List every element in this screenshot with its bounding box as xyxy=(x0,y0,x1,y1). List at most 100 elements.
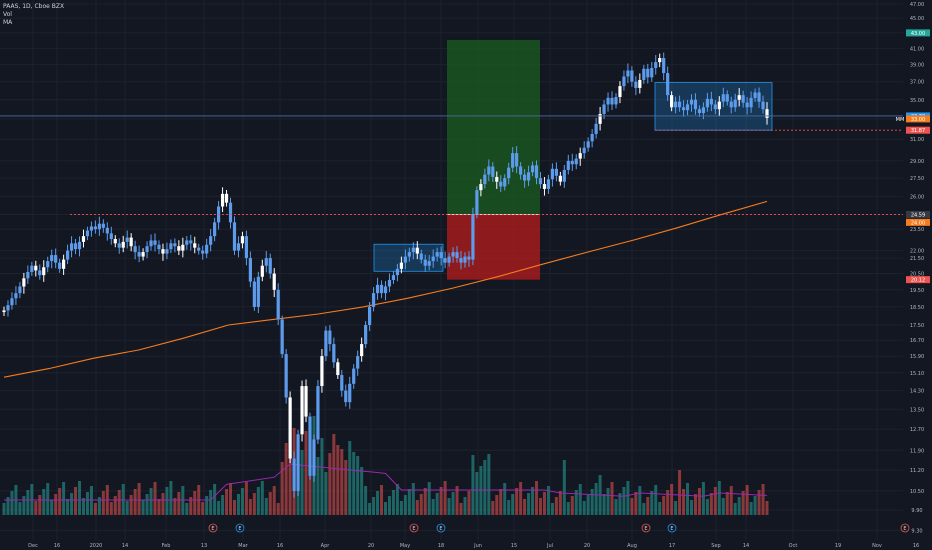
price-tick-label: 35.00 xyxy=(910,98,924,104)
volume-bar xyxy=(535,481,539,515)
volume-bar xyxy=(169,481,173,515)
candle-body xyxy=(348,383,352,403)
volume-bar xyxy=(189,497,193,515)
candle-body xyxy=(757,92,761,102)
time-label: 14 xyxy=(122,543,128,549)
candle-body xyxy=(73,243,78,250)
candle-body xyxy=(62,259,66,269)
volume-bar xyxy=(566,502,570,515)
time-axis[interactable]: Dec 16 2020 14 Feb 13 Mar 16 Apr 20 May 18 Jun 15 Jul 2… xyxy=(28,543,919,549)
candle-body xyxy=(364,324,368,345)
candle-body xyxy=(252,281,256,307)
time-label: 14 xyxy=(743,543,749,549)
candle-body xyxy=(173,243,177,247)
volume-bar xyxy=(133,489,137,515)
time-label: 16 xyxy=(277,543,283,549)
volume-bar xyxy=(308,465,312,515)
volume-bar xyxy=(268,492,272,515)
candle-body xyxy=(149,240,153,247)
candle-body xyxy=(447,256,451,263)
volume-bar xyxy=(642,503,646,515)
candle-body xyxy=(582,147,586,154)
candle-body xyxy=(562,169,566,182)
volume-bar xyxy=(185,503,189,515)
candle-body xyxy=(666,73,670,96)
price-tick-label: 45.00 xyxy=(910,16,924,22)
volume-bar xyxy=(459,503,463,515)
volume-bars xyxy=(2,416,769,515)
volume-legend[interactable]: Vol xyxy=(3,11,12,18)
candle-body xyxy=(89,226,94,231)
earnings-marker: E xyxy=(436,523,446,533)
candle-body xyxy=(228,202,233,223)
price-tick-label: 16.70 xyxy=(910,338,924,344)
event-label: E xyxy=(644,526,647,532)
price-axis[interactable]: 47.00 45.00 43.00 41.00 39.00 37.00 35.00 33.00… xyxy=(896,2,930,534)
volume-bar xyxy=(403,495,407,515)
candle-body xyxy=(451,252,455,257)
grid-lines xyxy=(0,0,903,540)
candle-body xyxy=(479,184,483,191)
volume-bar xyxy=(205,496,209,515)
volume-bar xyxy=(201,502,205,515)
candle-body xyxy=(85,230,90,237)
candle-body xyxy=(145,246,149,253)
candle-body xyxy=(443,258,447,263)
candle-body xyxy=(725,94,729,102)
candle-body xyxy=(670,95,674,108)
candle-body xyxy=(654,62,658,68)
volume-bar xyxy=(344,460,348,515)
volume-bar xyxy=(546,486,550,515)
earnings-marker: E xyxy=(667,523,677,533)
symbol-line[interactable]: PAAS, 1D, Cboe BZX xyxy=(3,3,65,10)
candle-body xyxy=(550,168,555,180)
candle-body xyxy=(77,241,82,250)
volume-bar xyxy=(411,483,415,515)
volume-bar xyxy=(109,502,113,515)
candle-body xyxy=(642,68,646,80)
volume-bar xyxy=(209,490,213,515)
candle-body xyxy=(65,250,70,260)
candle-body xyxy=(530,165,535,173)
candle-body xyxy=(427,261,431,266)
candle-body xyxy=(93,226,98,230)
volume-bar xyxy=(149,488,153,515)
candle-body xyxy=(209,236,213,245)
price-tick-label: 47.00 xyxy=(910,2,924,8)
volume-bar xyxy=(145,494,149,515)
volume-bar xyxy=(554,497,558,515)
candle-body xyxy=(244,236,249,259)
candle-body xyxy=(169,243,173,250)
candle-body xyxy=(54,255,58,263)
candle-body xyxy=(749,97,753,108)
volume-bar xyxy=(264,498,268,515)
volume-bar xyxy=(173,498,177,515)
price-tick-label: 17.50 xyxy=(910,323,924,329)
volume-bar xyxy=(475,472,479,515)
candle-body xyxy=(129,237,133,247)
volume-bar xyxy=(570,496,574,515)
volume-bar xyxy=(523,499,527,515)
volume-bar xyxy=(284,443,288,515)
candle-body xyxy=(336,362,340,376)
time-label: 19 xyxy=(835,543,841,549)
volume-bar xyxy=(248,499,252,515)
candle-body xyxy=(701,107,706,114)
candle-body xyxy=(618,86,622,98)
candle-body xyxy=(634,81,638,88)
price-tick-label: 9.90 xyxy=(911,508,922,514)
price-tick-label: 19.50 xyxy=(910,288,924,294)
ma-legend[interactable]: MA xyxy=(3,19,13,26)
volume-bar xyxy=(455,486,459,515)
candle-body xyxy=(511,153,515,168)
price-tick-label: 18.50 xyxy=(910,305,924,311)
volume-bar xyxy=(304,431,308,515)
volume-bar xyxy=(368,503,372,515)
candle-body xyxy=(705,98,709,108)
candle-body xyxy=(383,286,388,294)
volume-bar xyxy=(97,497,101,515)
volume-bar xyxy=(610,482,614,515)
price-tag-bg xyxy=(906,126,930,134)
